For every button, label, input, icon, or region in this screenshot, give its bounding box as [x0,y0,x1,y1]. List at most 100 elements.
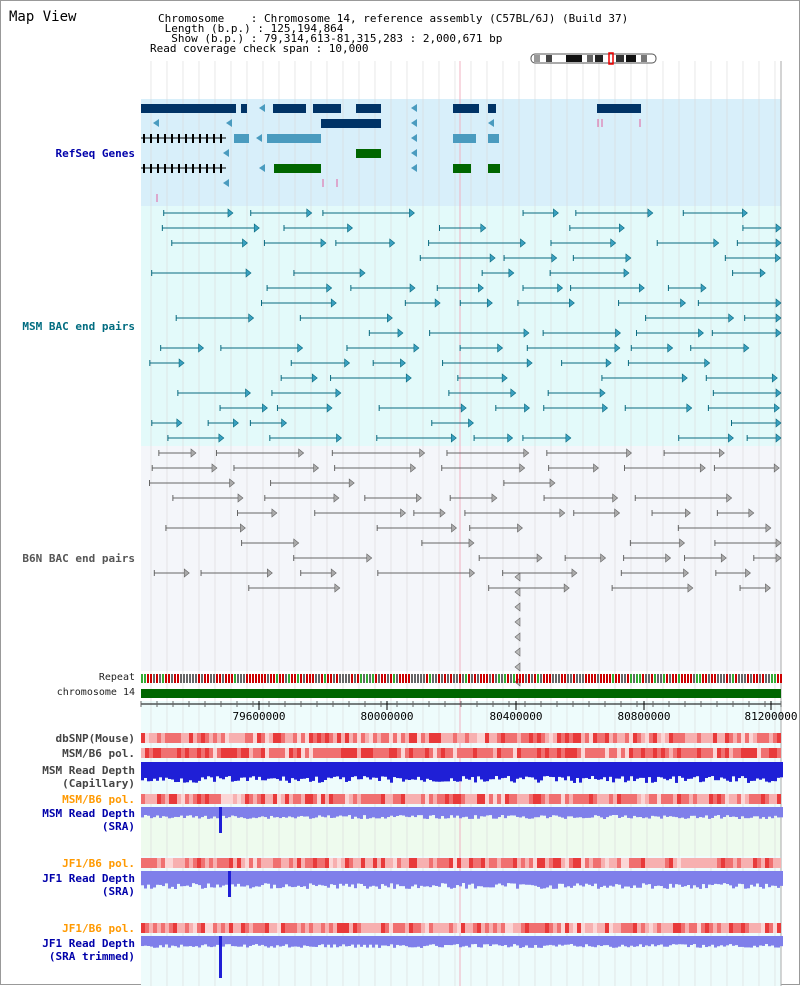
jf1-depth-trim-bar [180,936,183,945]
repeat-element [780,674,782,683]
msm-depth-cap-bar [210,762,213,778]
b6n-bac-pairs[interactable] [149,448,782,687]
jf1-pol2-heat-cell [353,923,357,933]
msm-depth-cap-bar [669,762,672,779]
jf1-depth-trim-bar [582,936,585,948]
msm-depth-sra-bar [201,807,204,818]
jf1-pol2-heat-cell [609,923,613,933]
repeat-element [645,674,647,683]
track-label-msm-depth-sra-1[interactable]: MSM Read Depth [42,807,135,820]
jf1-pol2-heat-cell [593,923,597,933]
track-label-b6n-bac[interactable]: B6N BAC end pairs [22,552,135,565]
jf1-depth-trim-bar [372,936,375,948]
msm-depth-cap-bar [615,762,618,779]
jf1-depth-trim-bar [747,936,750,948]
jf1-depth-trim-bar [255,936,258,945]
msm-depth-sra-bar [780,807,783,818]
msm-pol2-heat-cell [357,794,361,804]
msm-pair-end [700,283,707,293]
track-label-dbsnp[interactable]: dbSNP(Mouse) [55,732,135,745]
jf1-pol2-heat-cell [597,923,601,933]
b6n-pair-end [699,463,706,473]
msm-pol-heat-cell [633,748,637,758]
jf1-depth-trim-bar [639,936,642,945]
b6n-pair-end [514,602,521,612]
jf1-pol-heat-cell [681,858,685,868]
msm-depth-cap-bar [240,762,243,778]
gene-direction-arrow [411,149,417,157]
repeat-element [390,674,392,683]
msm-pol-heat-cell [457,748,461,758]
jf1-depth-trim-bar [315,936,318,947]
msm-pair-end [551,253,558,263]
track-label-jf1-depth-sra-1[interactable]: JF1 Read Depth [42,872,135,885]
refseq-gene-models[interactable] [141,104,641,202]
axis-tick-label: 81200000 [744,710,798,723]
jf1-pol-heat-cell [745,858,749,868]
dbsnp-heat-cell [321,733,325,743]
msm-pol-heat-cell [561,748,565,758]
track-label-msm-b6-pol-2[interactable]: MSM/B6 pol. [62,793,135,806]
jf1-depth-trim-bar [459,936,462,948]
msm-depth-sra-bar [408,807,411,818]
jf1-pol-heat-cell [241,858,245,868]
repeat-element [492,674,494,683]
msm-depth-cap-bar [630,762,633,777]
msm-pol2-heat-cell [521,794,525,804]
track-label-jf1-b6-pol-2[interactable]: JF1/B6 pol. [62,922,135,935]
repeat-element [147,674,149,683]
msm-pair-end [680,298,687,308]
msm-pol-heat-cell [221,748,225,758]
jf1-pol2-heat-cell [197,923,201,933]
repeat-element [336,674,338,683]
gene-exon [313,104,341,113]
msm-depth-sra-bar [546,807,549,819]
jf1-depth-trim-bar [543,936,546,946]
jf1-pol2-heat-cell [217,923,221,933]
track-label-refseq[interactable]: RefSeq Genes [55,147,135,160]
jf1-depth-trim-bar [678,936,681,945]
msm-depth-sra-bar [540,807,543,816]
jf1-depth-trim-bar [552,936,555,946]
jf1-depth-sra-bar [300,871,303,888]
jf1-pol2-heat-cell [505,923,509,933]
repeat-element [591,674,593,683]
msm-pol-heat-cell [741,748,745,758]
chromosome-ideogram[interactable] [530,52,657,65]
jf1-depth-trim-bar [429,936,432,945]
msm-pol-heat-cell [401,748,405,758]
jf1-pol2-heat-cell [673,923,677,933]
track-label-jf1-depth-trim-1[interactable]: JF1 Read Depth [42,937,135,950]
dbsnp-heat-cell [649,733,653,743]
track-label-msm-depth-cap-1[interactable]: MSM Read Depth [42,764,135,777]
msm-bac-pairs[interactable] [149,208,782,443]
gene-direction-arrow [256,134,262,142]
track-label-msm-b6-pol-1[interactable]: MSM/B6 pol. [62,747,135,760]
jf1-depth-sra-bar [780,871,783,886]
jf1-pol2-heat-cell [705,923,709,933]
msm-depth-sra-bar [192,807,195,818]
track-label-jf1-b6-pol-1[interactable]: JF1/B6 pol. [62,857,135,870]
repeat-element [480,674,482,683]
jf1-pol-heat-cell [377,858,381,868]
jf1-depth-sra-bar [507,871,510,884]
msm-depth-cap-bar [756,762,759,779]
msm-pol-heat-cell [721,748,725,758]
track-label-msm-bac[interactable]: MSM BAC end pairs [22,320,135,333]
msm-pol-heat-cell [485,748,489,758]
read-depth-tracks [141,762,783,978]
msm-pair-end [647,208,654,218]
jf1-depth-trim-bar [240,936,243,947]
jf1-pol2-heat-cell [605,923,609,933]
jf1-depth-trim-bar [402,936,405,946]
msm-pol-heat-cell [409,748,413,758]
msm-depth-sra-bar [303,807,306,817]
jf1-depth-trim-bar [693,936,696,945]
msm-pol2-heat-cell [729,794,733,804]
b6n-pair-end [237,493,244,503]
dbsnp-heat-cell [153,733,157,743]
msm-pol2-heat-cell [741,794,745,804]
jf1-depth-trim-bar [570,936,573,945]
jf1-pol2-heat-cell [449,923,453,933]
